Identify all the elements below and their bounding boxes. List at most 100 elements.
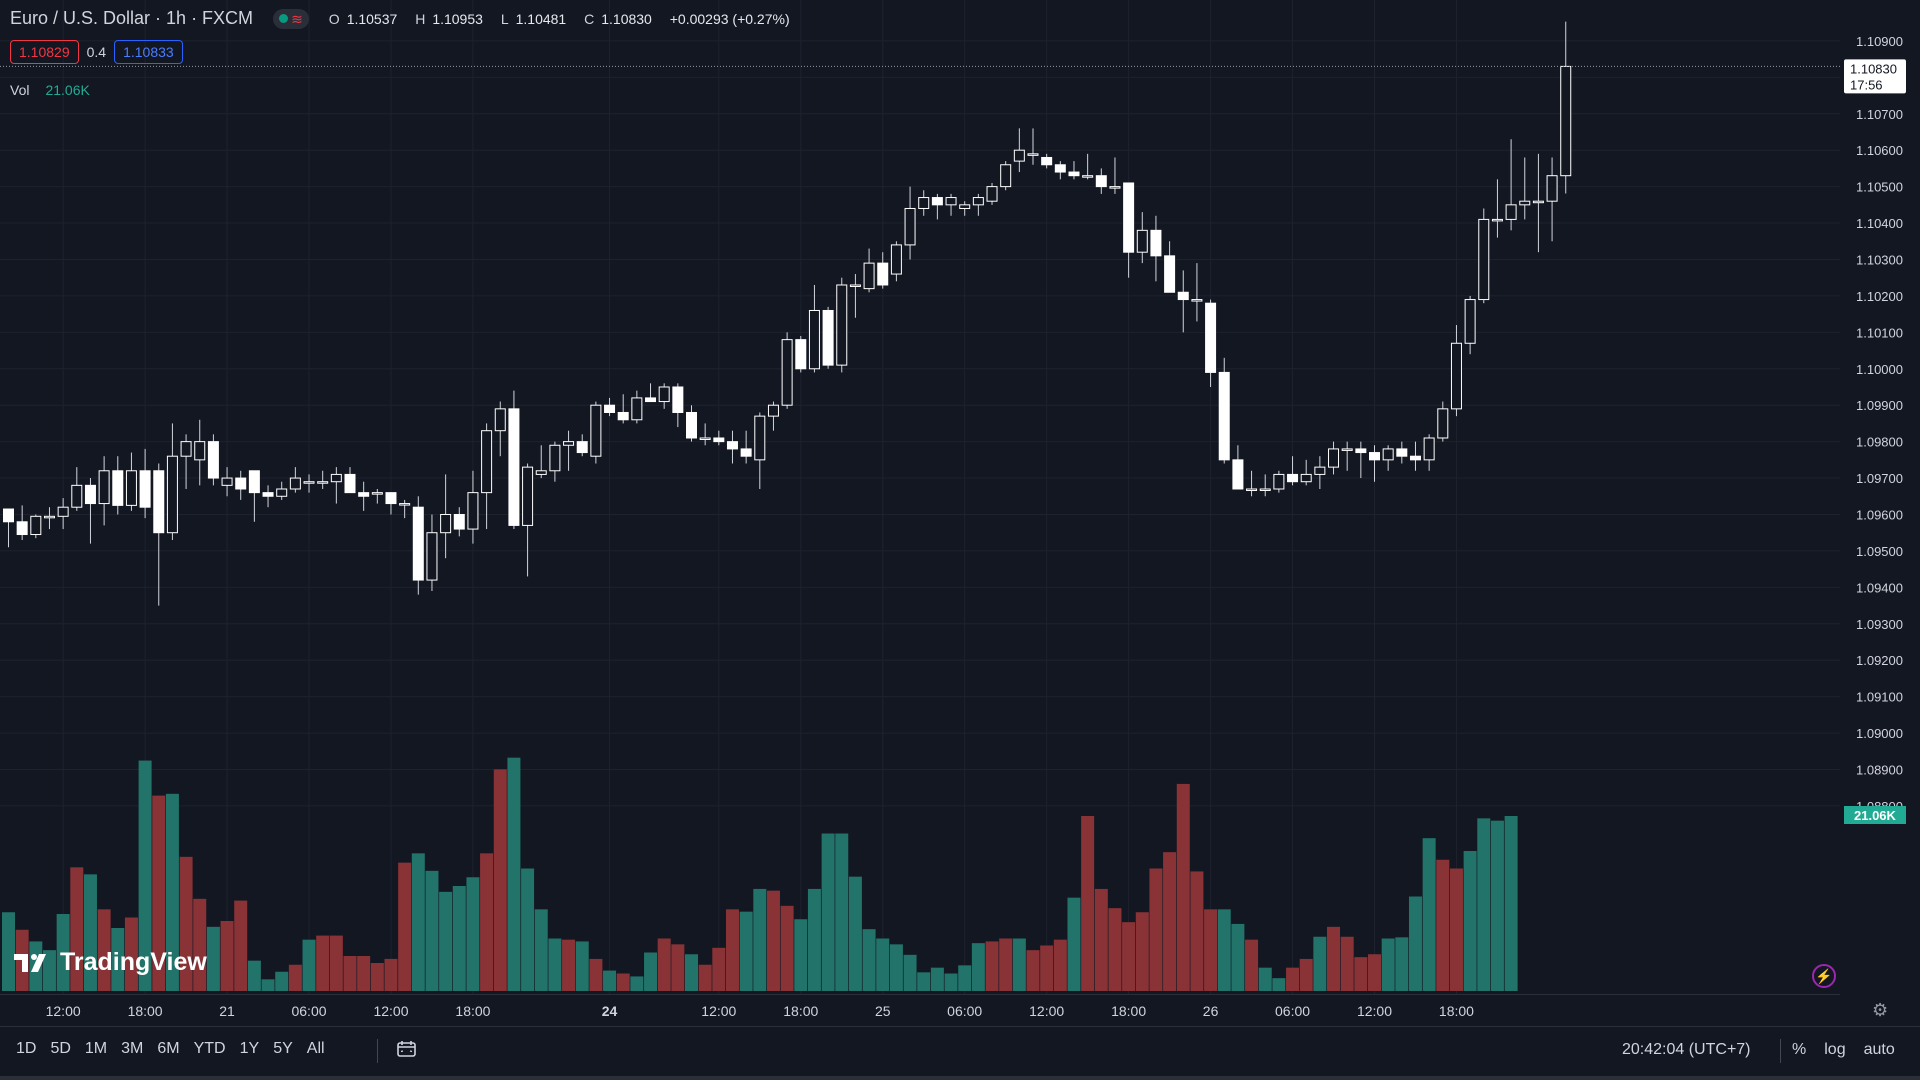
candle[interactable] xyxy=(713,430,725,446)
candlestick-chart[interactable] xyxy=(0,0,1840,994)
candle[interactable] xyxy=(207,434,219,486)
candle[interactable] xyxy=(139,448,151,519)
candle[interactable] xyxy=(125,452,137,511)
time-axis[interactable]: 12:00 18:00 21 06:00 12:00 18:00 24 12:00 18:00 2… xyxy=(0,995,1840,1027)
lightning-icon[interactable]: ⚡ xyxy=(1812,964,1836,988)
candle[interactable] xyxy=(1423,434,1435,471)
candle[interactable] xyxy=(371,488,383,504)
candle[interactable] xyxy=(849,274,861,318)
symbol-title[interactable]: Euro / U.S. Dollar · 1h · FXCM xyxy=(10,8,254,28)
timeframe-button-5y[interactable]: 5Y xyxy=(273,1040,293,1057)
candle[interactable] xyxy=(235,470,247,500)
candle[interactable] xyxy=(1232,445,1244,490)
candle[interactable] xyxy=(563,430,575,471)
candle[interactable] xyxy=(1068,161,1080,180)
timeframe-button-3m[interactable]: 3M xyxy=(121,1040,144,1057)
market-status-pill[interactable]: ≋ xyxy=(273,8,309,29)
log-scale-button[interactable]: log xyxy=(1824,1041,1846,1058)
timeframe-button-1m[interactable]: 1M xyxy=(84,1040,108,1057)
price-axis[interactable]: 1.109001.108001.107001.106001.105001.104… xyxy=(1840,0,1920,994)
candle[interactable] xyxy=(1259,474,1271,497)
calendar-range-icon[interactable] xyxy=(396,1040,418,1063)
candle[interactable] xyxy=(358,481,370,511)
candle[interactable] xyxy=(1560,21,1572,194)
clock-timezone[interactable]: 20:42:04 (UTC+7) xyxy=(1622,1041,1751,1058)
candle[interactable] xyxy=(71,467,83,511)
candle[interactable] xyxy=(1109,157,1121,194)
candle[interactable] xyxy=(904,186,916,260)
candle[interactable] xyxy=(289,467,301,493)
timeframe-button-ytd[interactable]: YTD xyxy=(193,1040,226,1057)
candle[interactable] xyxy=(98,456,110,526)
candle[interactable] xyxy=(645,383,657,403)
candle[interactable] xyxy=(604,397,616,417)
candle[interactable] xyxy=(344,467,356,494)
candle[interactable] xyxy=(549,441,561,482)
candle[interactable] xyxy=(153,463,165,606)
candle[interactable] xyxy=(467,470,479,544)
candle[interactable] xyxy=(1355,441,1367,479)
candle[interactable] xyxy=(303,474,315,493)
candle[interactable] xyxy=(3,508,14,548)
sell-price-button[interactable]: 1.10829 xyxy=(10,40,79,64)
candle[interactable] xyxy=(1082,153,1094,180)
candle[interactable] xyxy=(30,514,42,539)
candle[interactable] xyxy=(399,499,411,519)
candle[interactable] xyxy=(57,498,69,530)
candle[interactable] xyxy=(1300,459,1312,486)
candle[interactable] xyxy=(166,423,178,540)
candle[interactable] xyxy=(590,401,602,464)
candle[interactable] xyxy=(43,507,55,530)
candle[interactable] xyxy=(1505,139,1517,231)
timeframe-button-1d[interactable]: 1D xyxy=(16,1040,37,1057)
candle[interactable] xyxy=(1000,161,1012,191)
candle[interactable] xyxy=(658,383,670,409)
percent-scale-button[interactable]: % xyxy=(1792,1041,1807,1058)
candle[interactable] xyxy=(1450,325,1462,417)
candle[interactable] xyxy=(1532,153,1544,253)
tradingview-logo[interactable]: TradingView xyxy=(14,948,207,977)
candle[interactable] xyxy=(426,514,438,591)
candle[interactable] xyxy=(754,412,766,489)
candle[interactable] xyxy=(508,390,520,530)
timeframe-button-1y[interactable]: 1Y xyxy=(239,1040,260,1057)
candle[interactable] xyxy=(1341,441,1353,471)
candle[interactable] xyxy=(1396,441,1408,464)
candle[interactable] xyxy=(1246,470,1258,497)
candle[interactable] xyxy=(740,430,752,464)
candle[interactable] xyxy=(1218,357,1230,464)
candle[interactable] xyxy=(808,284,820,373)
timeframe-button-5d[interactable]: 5D xyxy=(50,1040,71,1057)
candle[interactable] xyxy=(1328,441,1340,475)
candle[interactable] xyxy=(1123,182,1135,278)
candle[interactable] xyxy=(972,193,984,216)
chart-pane[interactable]: Euro / U.S. Dollar · 1h · FXCM ≋ O 1.1053… xyxy=(0,0,1840,994)
auto-scale-button[interactable]: auto xyxy=(1863,1041,1895,1058)
candle[interactable] xyxy=(1546,157,1558,242)
candle[interactable] xyxy=(84,478,96,544)
candle[interactable] xyxy=(1519,157,1531,220)
buy-price-button[interactable]: 1.10833 xyxy=(114,40,183,64)
candle[interactable] xyxy=(767,401,779,431)
candle[interactable] xyxy=(112,456,124,515)
candle[interactable] xyxy=(959,201,971,216)
candle[interactable] xyxy=(1314,456,1326,489)
candle[interactable] xyxy=(262,485,274,508)
candle[interactable] xyxy=(1041,153,1053,169)
candle[interactable] xyxy=(877,252,889,289)
candle[interactable] xyxy=(1464,295,1476,355)
candle[interactable] xyxy=(535,445,547,479)
candle[interactable] xyxy=(330,467,342,504)
candle[interactable] xyxy=(576,434,588,457)
candle[interactable] xyxy=(1191,263,1203,322)
candle[interactable] xyxy=(1164,241,1176,293)
time-scale[interactable]: 12:00 18:00 21 06:00 12:00 18:00 24 12:00 18:00 2… xyxy=(0,994,1840,1026)
candle[interactable] xyxy=(822,306,834,369)
candle[interactable] xyxy=(836,277,848,373)
candle[interactable] xyxy=(194,419,206,486)
candle[interactable] xyxy=(1273,470,1285,493)
candle[interactable] xyxy=(494,401,506,457)
candle[interactable] xyxy=(795,335,807,373)
candle[interactable] xyxy=(412,496,424,595)
candle[interactable] xyxy=(221,467,233,497)
